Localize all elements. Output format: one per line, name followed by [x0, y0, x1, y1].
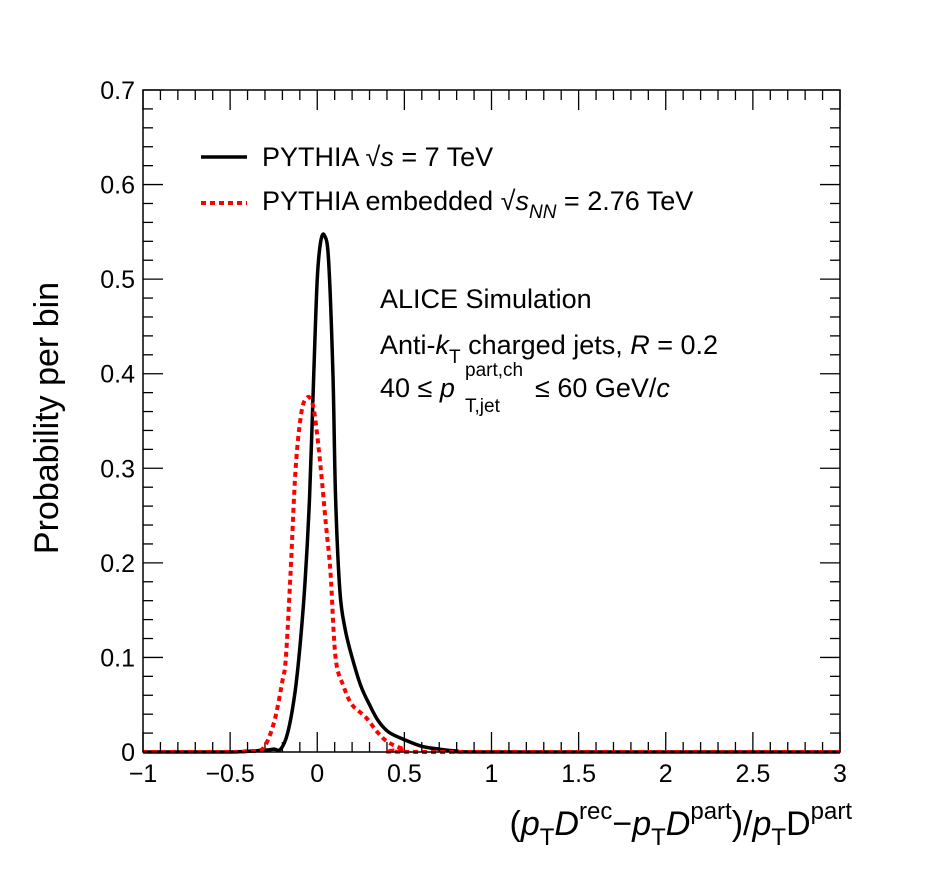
x-tick-label: 0: [310, 760, 324, 788]
x-tick-label: −0.5: [205, 760, 254, 788]
y-tick-label: 0.4: [100, 361, 135, 389]
x-tick-label: 2: [659, 760, 673, 788]
annotation-pt-post: ≤ 60 GeV/c: [535, 373, 670, 403]
x-axis-label: (pTDrec−pTDpart)/pTDpart: [510, 798, 853, 851]
x-tick-label: 0.5: [387, 760, 422, 788]
legend-entry-pythia: PYTHIA √s = 7 TeV: [262, 142, 493, 172]
y-tick-label: 0: [121, 739, 135, 767]
annotation-pt-sub: T,jet: [465, 396, 501, 417]
sqrt-symbol: √: [366, 142, 381, 172]
annotation-jets: Anti-kT charged jets, R = 0.2: [380, 330, 718, 368]
y-tick-label: 0.7: [100, 77, 135, 105]
legend: PYTHIA √s = 7 TeV PYTHIA embedded √sNN =…: [201, 142, 693, 223]
annotations: ALICE Simulation Anti-kT charged jets, R…: [380, 284, 718, 417]
y-tick-label: 0.5: [100, 266, 135, 294]
legend-entry-pythia-embedded: PYTHIA embedded √sNN = 2.76 TeV: [262, 186, 693, 223]
series-pythia-line: [143, 232, 840, 754]
x-tick-label: 3: [833, 760, 847, 788]
x-tick-label: 2.5: [735, 760, 770, 788]
x-tick-label: 1: [485, 760, 499, 788]
annotation-pt-range: 40 ≤ p: [380, 373, 455, 403]
x-tick-label: −1: [129, 760, 158, 788]
y-tick-label: 0.6: [100, 172, 135, 200]
sqrt-symbol: √: [501, 186, 516, 216]
annotation-alice: ALICE Simulation: [380, 284, 592, 314]
y-tick-label: 0.3: [100, 455, 135, 483]
y-tick-label: 0.2: [100, 550, 135, 578]
x-tick-label: 1.5: [561, 760, 596, 788]
y-tick-label: 0.1: [100, 644, 135, 672]
plot-frame: [142, 89, 841, 753]
y-axis-label: Probability per bin: [28, 282, 66, 554]
annotation-pt-sup: part,ch: [465, 360, 523, 381]
series-pythia-embedded-line: [143, 394, 840, 755]
